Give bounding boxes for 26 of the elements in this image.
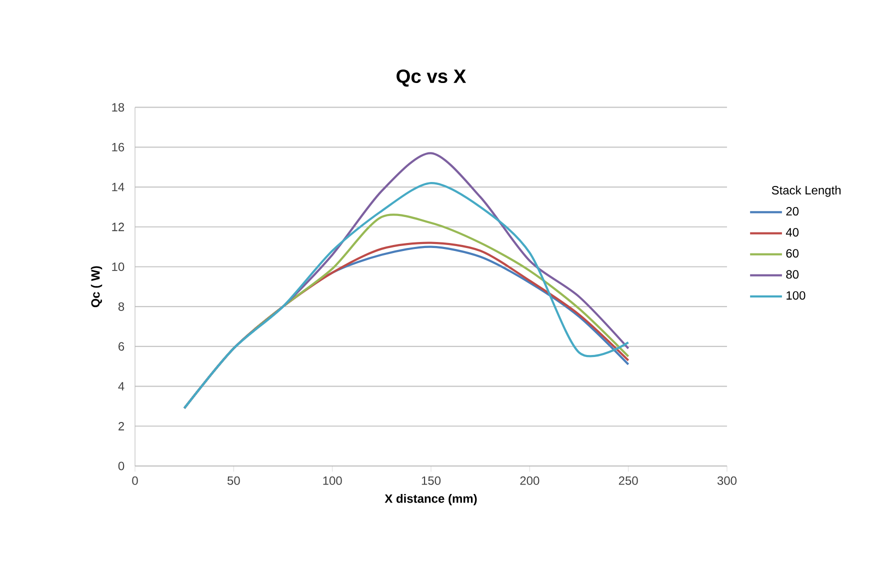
legend-label: 60 bbox=[786, 249, 799, 258]
y-tick-label: 4 bbox=[118, 382, 124, 390]
x-tick-label: 200 bbox=[520, 476, 540, 485]
y-tick-label: 16 bbox=[112, 142, 124, 152]
y-tick-label: 8 bbox=[118, 302, 124, 311]
x-tick-label: 0 bbox=[132, 476, 138, 485]
x-tick-label: 300 bbox=[717, 476, 737, 485]
legend-label: 20 bbox=[786, 207, 799, 216]
x-tick-label: 250 bbox=[618, 476, 638, 485]
legend-label: 100 bbox=[786, 291, 806, 300]
x-tick-label: 50 bbox=[227, 476, 240, 485]
x-tick-label: 150 bbox=[422, 476, 441, 485]
y-tick-label: 0 bbox=[118, 462, 124, 470]
y-axis-title: Qc ( W) bbox=[90, 266, 102, 308]
y-tick-label: 2 bbox=[118, 422, 124, 430]
x-tick-label: 100 bbox=[323, 476, 342, 485]
chart-title: Qc vs X bbox=[396, 69, 466, 87]
y-tick-label: 12 bbox=[112, 222, 124, 232]
legend-label: 40 bbox=[786, 228, 799, 237]
x-axis-title: X distance (mm) bbox=[384, 494, 477, 506]
legend-label: 80 bbox=[786, 270, 799, 279]
y-tick-label: 10 bbox=[112, 262, 124, 271]
legend-title: Stack Length bbox=[772, 186, 841, 197]
y-tick-label: 6 bbox=[118, 342, 124, 351]
y-tick-label: 18 bbox=[112, 103, 124, 112]
y-tick-label: 14 bbox=[112, 182, 124, 192]
